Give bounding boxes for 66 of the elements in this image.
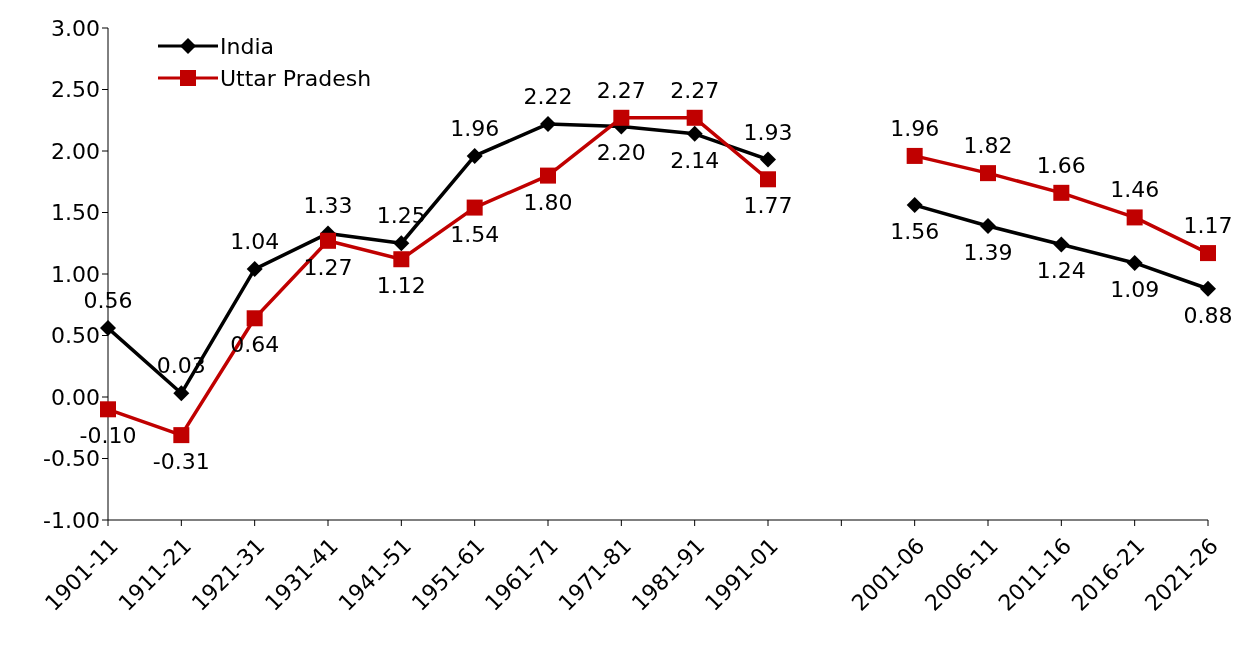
y-tick-label: -1.00 [43, 507, 100, 533]
point [540, 115, 556, 132]
y-tick-label: 2.50 [51, 77, 100, 103]
data-label: 1.46 [1110, 177, 1160, 203]
point [1200, 280, 1216, 297]
point [686, 109, 703, 126]
point [1126, 254, 1143, 271]
data-label: 1.96 [890, 115, 940, 141]
point [466, 147, 483, 164]
point [466, 199, 483, 216]
point [540, 167, 556, 184]
point [173, 385, 190, 402]
y-tick-label: 1.00 [51, 261, 100, 287]
y-tick-label: 0.50 [51, 323, 100, 349]
data-label: 2.20 [596, 140, 646, 166]
data-label: 0.56 [83, 288, 133, 314]
data-label: 1.12 [376, 273, 426, 299]
data-label: -0.31 [152, 449, 210, 475]
point [906, 147, 923, 164]
point [246, 310, 263, 327]
data-label: 1.39 [963, 240, 1013, 266]
point [393, 251, 410, 268]
point [613, 109, 630, 126]
data-label: 2.22 [523, 83, 573, 109]
point [246, 261, 263, 278]
point [1126, 209, 1143, 226]
data-label: 1.77 [743, 193, 793, 219]
point [1053, 184, 1070, 201]
point [760, 151, 776, 168]
data-label: 2.14 [670, 147, 720, 173]
point [1200, 245, 1216, 262]
y-tick-label: 3.00 [51, 15, 100, 41]
data-label: 2.27 [596, 77, 646, 103]
y-tick-label: 1.50 [51, 200, 100, 226]
legend-label: Uttar Pradesh [220, 65, 372, 91]
data-label: 1.56 [890, 219, 940, 245]
data-label: 1.33 [303, 193, 353, 219]
point [980, 165, 996, 182]
point [906, 197, 923, 214]
data-label: 0.88 [1183, 302, 1233, 328]
y-tick-label: -0.50 [43, 446, 100, 472]
data-label: 1.54 [450, 221, 500, 247]
data-label: 1.80 [523, 189, 573, 215]
point [760, 171, 776, 188]
point [393, 235, 410, 252]
data-label: 1.96 [450, 115, 500, 141]
point [1053, 236, 1070, 253]
point [980, 218, 996, 235]
data-label: 1.82 [963, 133, 1013, 159]
data-label: 1.24 [1036, 258, 1086, 284]
y-tick-label: 2.00 [51, 138, 100, 164]
data-label: 1.09 [1110, 276, 1160, 302]
data-label: 1.04 [230, 229, 280, 255]
data-label: 1.27 [303, 254, 353, 280]
data-label: 1.17 [1183, 213, 1233, 239]
point [173, 427, 190, 444]
data-label: 1.66 [1036, 152, 1086, 178]
data-label: -0.10 [79, 423, 137, 449]
data-label: 1.93 [743, 119, 793, 145]
data-label: 2.27 [670, 77, 720, 103]
point [100, 401, 116, 418]
point [686, 125, 703, 142]
y-tick-label: 0.00 [51, 384, 100, 410]
legend-label: India [220, 33, 274, 59]
point [100, 320, 116, 337]
point [320, 232, 336, 249]
